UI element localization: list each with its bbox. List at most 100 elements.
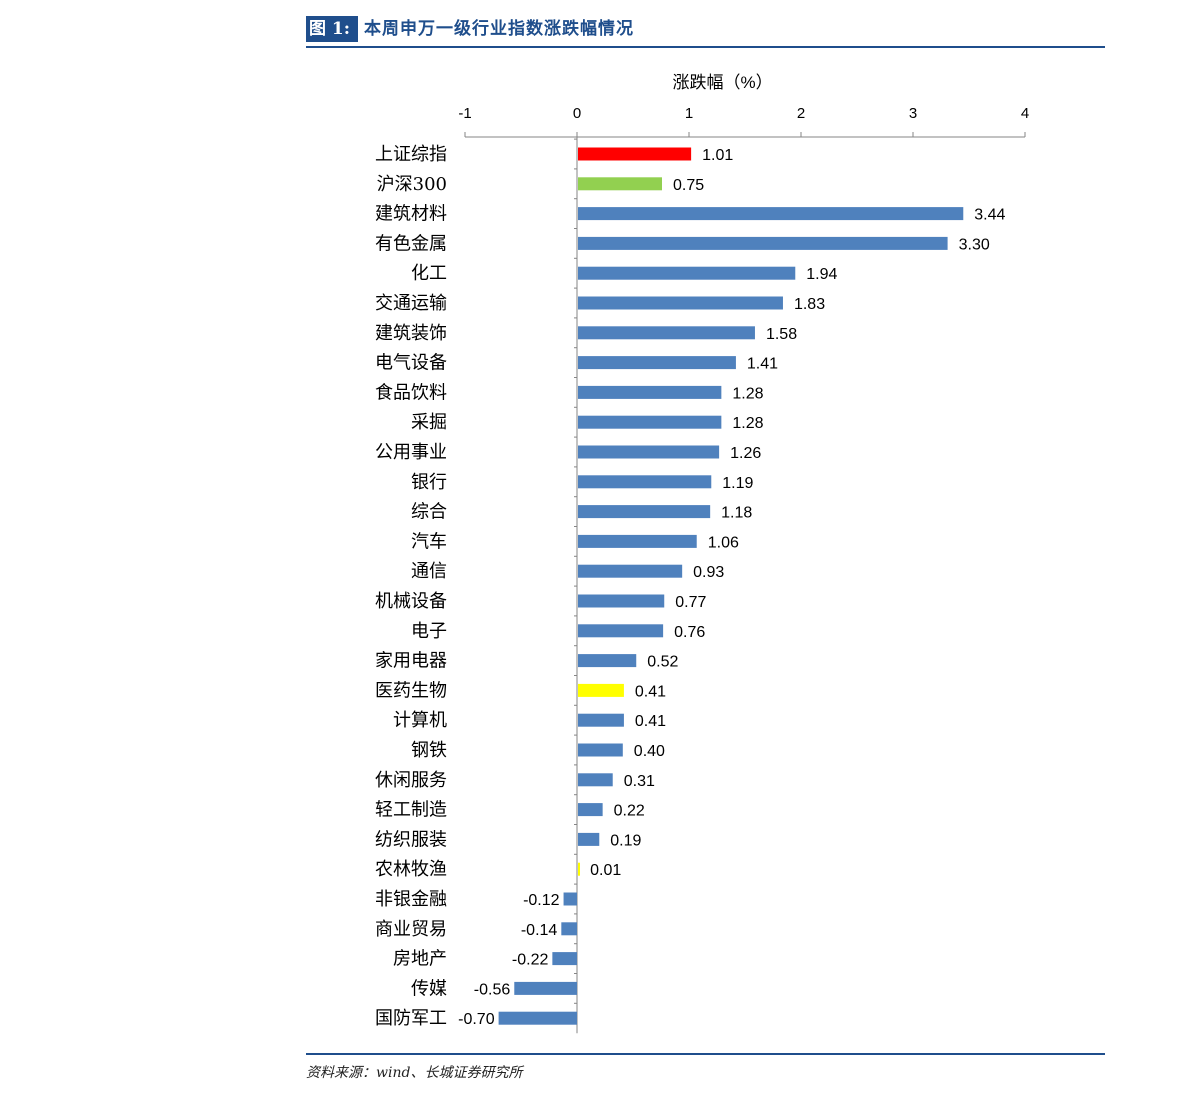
category-label: 食品饮料 xyxy=(375,382,447,403)
bar xyxy=(578,385,722,399)
data-label: 0.41 xyxy=(635,713,666,730)
bar xyxy=(578,803,603,817)
category-label: 有色金属 xyxy=(375,233,447,254)
category-label: 上证综指 xyxy=(375,144,447,165)
bar xyxy=(578,713,624,727)
category-label: 建筑装饰 xyxy=(375,323,447,344)
bar xyxy=(514,981,577,995)
bar xyxy=(578,296,783,310)
category-label: 交通运输 xyxy=(375,293,447,314)
x-tick-label: 4 xyxy=(1021,105,1029,122)
category-label: 采掘 xyxy=(411,412,447,433)
bar xyxy=(552,952,577,966)
category-label: 钢铁 xyxy=(411,740,447,761)
footer-rule xyxy=(306,1053,1105,1055)
data-label: 1.28 xyxy=(732,415,763,432)
bar xyxy=(578,415,722,429)
bar xyxy=(578,147,692,161)
bar xyxy=(578,177,662,191)
bar xyxy=(578,266,796,280)
bar xyxy=(578,207,964,221)
bar xyxy=(578,236,948,250)
bar xyxy=(578,832,600,846)
category-label: 房地产 xyxy=(393,949,447,970)
bar xyxy=(578,862,580,876)
data-label: 0.19 xyxy=(610,832,641,849)
category-label: 沪深300 xyxy=(377,174,447,195)
category-label: 传媒 xyxy=(411,978,447,999)
category-label: 电气设备 xyxy=(375,353,447,374)
figure-header: 图 1: 本周申万一级行业指数涨跌幅情况 xyxy=(306,16,1105,48)
bar xyxy=(578,475,712,489)
data-label: 0.40 xyxy=(634,743,665,760)
data-label: 0.41 xyxy=(635,683,666,700)
figure-label: 图 1: xyxy=(306,16,359,42)
category-label: 医药生物 xyxy=(375,680,447,701)
source-note: 资料来源：wind、长城证券研究所 xyxy=(306,1065,523,1081)
data-label: 1.28 xyxy=(732,385,763,402)
data-label: 1.41 xyxy=(747,356,778,373)
x-tick-label: 1 xyxy=(685,105,693,122)
data-label: 1.06 xyxy=(708,534,739,551)
category-label: 建筑材料 xyxy=(375,204,447,225)
bar xyxy=(578,773,613,787)
bar xyxy=(578,564,683,578)
category-label: 通信 xyxy=(411,561,447,582)
bar xyxy=(578,624,664,638)
category-label: 农林牧渔 xyxy=(375,859,447,880)
data-label: 1.01 xyxy=(702,147,733,164)
data-label: 0.75 xyxy=(673,177,704,194)
bar xyxy=(578,743,623,757)
data-label: 1.18 xyxy=(721,505,752,522)
data-label: 3.44 xyxy=(974,207,1005,224)
category-label: 电子 xyxy=(411,621,447,642)
data-label: 1.58 xyxy=(766,326,797,343)
category-label: 轻工制造 xyxy=(375,800,447,821)
bar xyxy=(578,683,624,697)
category-label: 化工 xyxy=(411,263,447,284)
bar xyxy=(578,326,755,340)
data-label: -0.14 xyxy=(521,922,558,939)
category-label: 银行 xyxy=(411,472,447,493)
x-tick-label: -1 xyxy=(458,105,471,122)
bar xyxy=(578,445,720,459)
category-label: 综合 xyxy=(411,502,447,523)
x-tick-label: 3 xyxy=(909,105,917,122)
bar xyxy=(578,356,736,370)
data-label: 1.94 xyxy=(806,266,837,283)
category-label: 家用电器 xyxy=(375,651,447,672)
data-label: 1.19 xyxy=(722,475,753,492)
bar xyxy=(498,1011,577,1025)
data-label: 0.31 xyxy=(624,773,655,790)
category-label: 汽车 xyxy=(411,531,447,552)
bar xyxy=(563,892,577,906)
data-label: 0.76 xyxy=(674,624,705,641)
category-label: 非银金融 xyxy=(375,889,447,910)
data-label: 0.22 xyxy=(614,803,645,820)
category-label: 国防军工 xyxy=(375,1008,447,1029)
data-label: 0.52 xyxy=(647,654,678,671)
bar xyxy=(561,922,577,936)
figure-title: 本周申万一级行业指数涨跌幅情况 xyxy=(364,19,634,39)
bar xyxy=(578,505,711,519)
axis-title: 涨跌幅（%） xyxy=(673,73,773,92)
data-label: -0.56 xyxy=(474,981,511,998)
category-label: 休闲服务 xyxy=(375,770,447,791)
bar xyxy=(578,654,637,668)
category-label: 公用事业 xyxy=(375,442,447,463)
x-tick-label: 0 xyxy=(573,105,581,122)
category-label: 机械设备 xyxy=(375,591,447,612)
data-label: 3.30 xyxy=(959,236,990,253)
data-label: 1.83 xyxy=(794,296,825,313)
category-label: 商业贸易 xyxy=(375,919,447,940)
data-label: 0.01 xyxy=(590,862,621,879)
category-label: 纺织服装 xyxy=(375,829,447,850)
bar xyxy=(578,534,697,548)
data-label: -0.12 xyxy=(523,892,560,909)
data-label: 0.93 xyxy=(693,564,724,581)
category-label: 计算机 xyxy=(393,710,447,731)
data-label: -0.70 xyxy=(458,1011,495,1028)
bar xyxy=(578,594,665,608)
data-label: -0.22 xyxy=(512,952,549,969)
